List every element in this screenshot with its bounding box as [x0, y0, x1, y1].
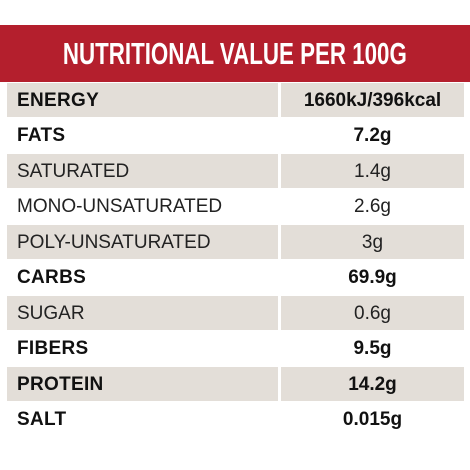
table-row-fibers: FIBERS 9.5g	[7, 331, 464, 367]
nutrient-value: 1660kJ/396kcal	[278, 83, 464, 119]
nutrient-label: PROTEIN	[7, 367, 278, 403]
row-divider	[7, 400, 464, 403]
nutrition-table: ENERGY 1660kJ/396kcal FATS 7.2g SATURATE…	[7, 83, 464, 438]
row-divider	[7, 223, 464, 225]
nutrient-value: 1.4g	[278, 154, 464, 190]
nutrient-label: SATURATED	[7, 154, 278, 190]
row-divider	[7, 258, 464, 261]
nutrient-value: 0.6g	[278, 296, 464, 332]
table-row-mono-unsaturated: MONO-UNSATURATED 2.6g	[7, 189, 464, 225]
table-row-protein: PROTEIN 14.2g	[7, 367, 464, 403]
table-row-carbs: CARBS 69.9g	[7, 260, 464, 296]
table-row-energy: ENERGY 1660kJ/396kcal	[7, 83, 464, 119]
nutrition-header: NUTRITIONAL VALUE PER 100G	[0, 25, 470, 82]
row-divider	[7, 187, 464, 190]
nutrient-label: FATS	[17, 125, 66, 147]
nutrient-label: ENERGY	[7, 83, 278, 119]
row-divider	[7, 152, 464, 154]
row-divider	[7, 365, 464, 367]
nutrient-value: 2.6g	[278, 189, 464, 225]
nutrient-value: 14.2g	[278, 367, 464, 403]
nutrient-label: FIBERS	[17, 338, 89, 360]
nutrient-value: 9.5g	[278, 331, 464, 367]
nutrient-value: 7.2g	[278, 118, 464, 154]
nutrition-title: NUTRITIONAL VALUE PER 100G	[63, 35, 407, 71]
nutrient-label: CARBS	[17, 267, 87, 289]
row-divider	[7, 294, 464, 296]
nutrient-value: 69.9g	[278, 260, 464, 296]
nutrient-label: SALT	[17, 409, 67, 431]
table-row-salt: SALT 0.015g	[7, 402, 464, 438]
nutrient-value: 3g	[278, 225, 464, 261]
nutrient-label: SUGAR	[7, 296, 278, 332]
nutrient-value: 0.015g	[278, 402, 464, 438]
table-row-saturated: SATURATED 1.4g	[7, 154, 464, 190]
table-row-sugar: SUGAR 0.6g	[7, 296, 464, 332]
table-row-fats: FATS 7.2g	[7, 118, 464, 154]
row-divider	[7, 329, 464, 332]
nutrient-label: MONO-UNSATURATED	[17, 196, 223, 218]
nutrient-label: POLY-UNSATURATED	[7, 225, 278, 261]
table-row-poly-unsaturated: POLY-UNSATURATED 3g	[7, 225, 464, 261]
row-divider	[7, 116, 464, 119]
